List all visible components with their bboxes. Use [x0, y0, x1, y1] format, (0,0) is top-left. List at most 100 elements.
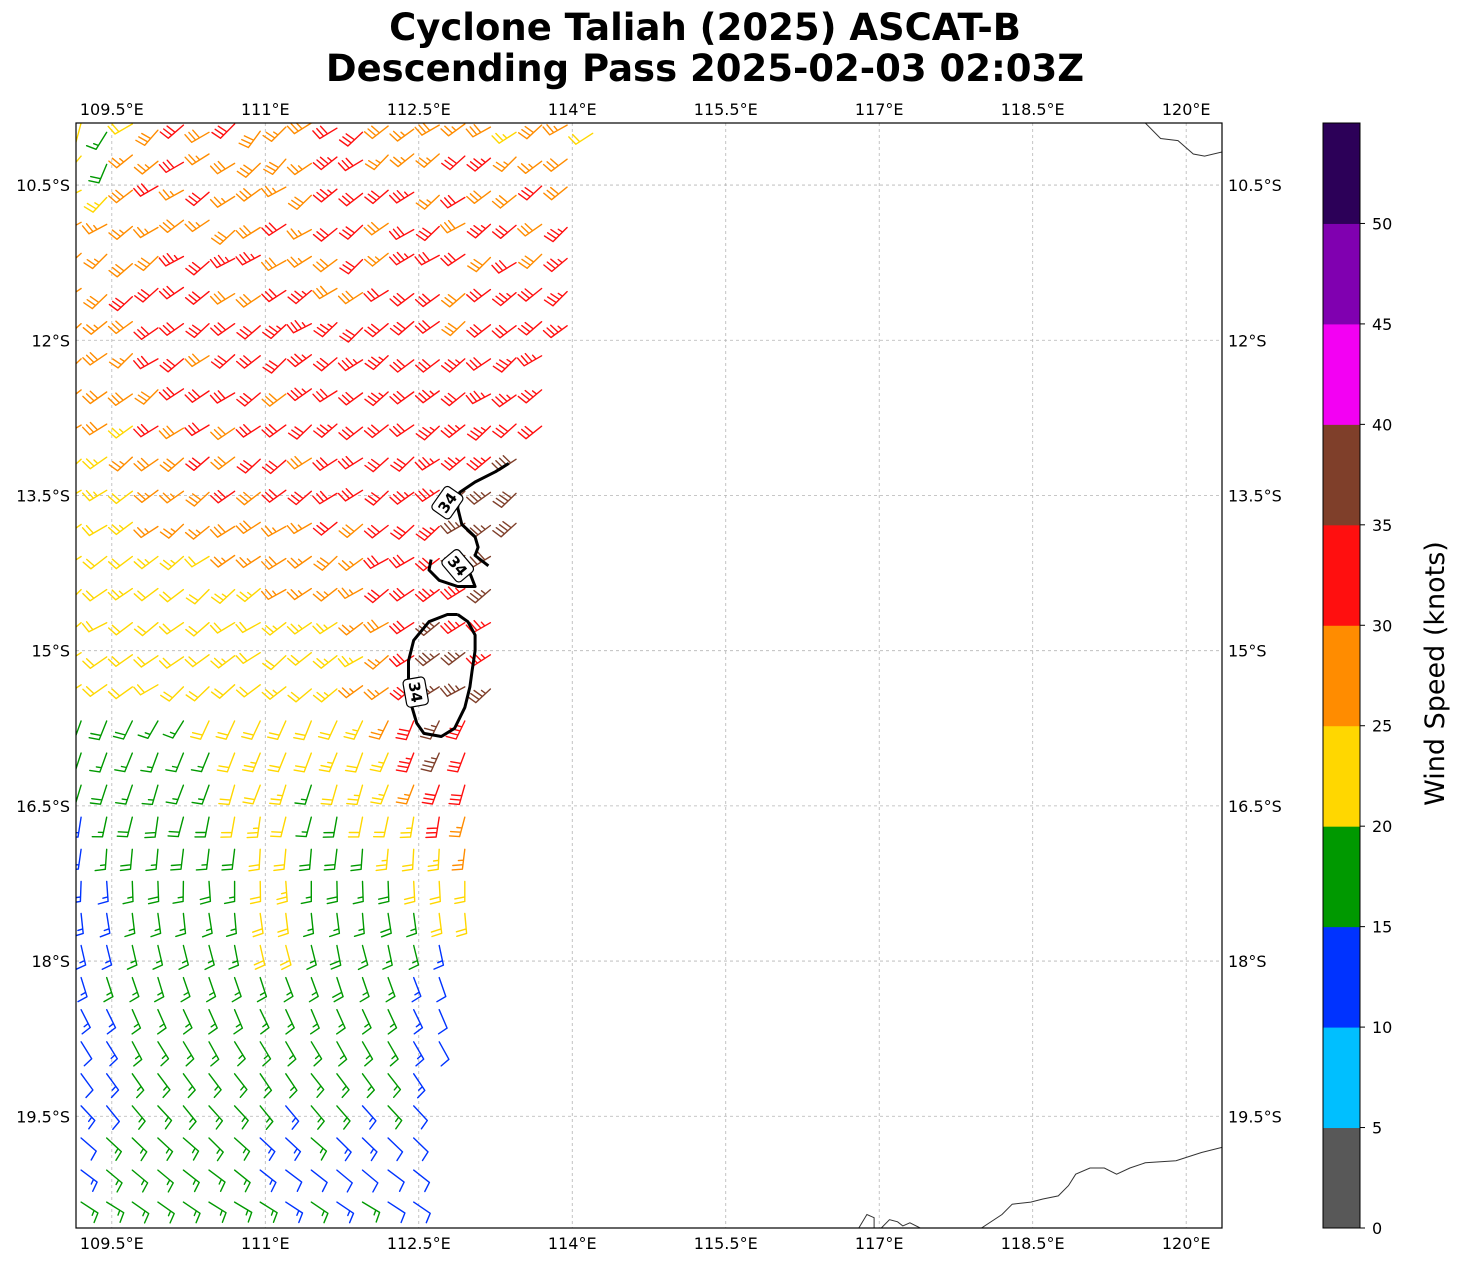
contour-line: [456, 462, 510, 567]
wind-barb: [182, 1041, 195, 1067]
x-tick-label-bottom: 117°E: [855, 1234, 904, 1253]
wind-barb: [76, 489, 82, 495]
wind-barb: [182, 1169, 200, 1193]
wind-barb: [414, 320, 440, 334]
wind-barb: [184, 290, 210, 305]
wind-barb: [184, 129, 210, 143]
colorbar-segment: [1323, 826, 1360, 928]
wind-barb: [158, 159, 185, 173]
wind-barb: [246, 816, 261, 839]
wind-barb: [236, 392, 261, 407]
wind-barb: [82, 489, 108, 502]
wind-barb: [112, 720, 133, 740]
wind-barb: [298, 848, 312, 872]
colorbar-tick-label: 10: [1372, 1018, 1392, 1037]
wind-barb: [440, 651, 466, 666]
wind-barb: [82, 352, 108, 366]
wind-barb: [310, 1137, 328, 1161]
wind-barb: [427, 848, 440, 872]
wind-barb: [414, 652, 440, 667]
wind-barb: [82, 390, 108, 405]
wind-barb: [157, 1201, 175, 1224]
wind-barb: [231, 976, 242, 1003]
wind-barb: [310, 1009, 320, 1035]
wind-barb: [235, 621, 261, 634]
wind-barb: [108, 154, 133, 169]
colorbar-segment: [1323, 223, 1360, 325]
wind-barb: [107, 320, 133, 335]
y-tick-label-left: 15°S: [31, 642, 70, 661]
wind-barb: [389, 587, 415, 602]
wind-barb: [133, 226, 159, 239]
wind-barb: [438, 1041, 450, 1067]
wind-barb: [76, 752, 82, 771]
wind-barb: [466, 190, 492, 204]
wind-barb: [542, 158, 568, 172]
wind-barb: [414, 123, 440, 136]
wind-barb: [491, 260, 517, 274]
wind-barb: [233, 1137, 251, 1161]
wind-barb: [223, 880, 236, 905]
wind-barb: [440, 219, 466, 234]
wind-barb: [158, 425, 185, 440]
wind-barb: [492, 357, 517, 373]
wind-barb: [390, 524, 415, 540]
wind-barb: [235, 520, 261, 534]
wind-barb: [81, 223, 108, 235]
wind-barb: [195, 848, 210, 871]
wind-barb: [185, 260, 210, 276]
wind-barb: [387, 1041, 399, 1067]
wind-barb: [106, 1073, 120, 1099]
wind-barb: [466, 425, 492, 441]
colorbar-segment: [1323, 123, 1360, 224]
wind-barb: [285, 1137, 302, 1161]
wind-barb: [270, 816, 287, 838]
wind-barb: [159, 555, 185, 571]
wind-barb: [466, 588, 492, 604]
wind-barb: [368, 720, 389, 740]
wind-barb: [82, 321, 108, 335]
wind-barb: [235, 424, 261, 438]
wind-barb: [364, 588, 389, 604]
wind-barb: [233, 1073, 248, 1098]
wind-barb: [357, 944, 369, 971]
wind-barb: [346, 784, 364, 806]
wind-barb: [124, 912, 136, 938]
x-tick-label-bottom: 114°E: [548, 1234, 597, 1253]
wind-barb: [182, 1009, 193, 1035]
wind-barb: [363, 687, 389, 701]
x-tick-label-top: 112.5°E: [387, 100, 451, 119]
wind-barb: [353, 912, 365, 937]
wind-barb: [158, 189, 185, 201]
wind-barb: [158, 656, 185, 669]
wind-barb: [170, 848, 185, 871]
wind-barb: [191, 784, 210, 805]
wind-barb: [338, 685, 364, 699]
wind-barb: [208, 1009, 218, 1035]
wind-barb: [133, 423, 159, 438]
wind-barb: [465, 619, 492, 634]
wind-barb: [285, 1169, 303, 1192]
wind-barb: [286, 255, 312, 268]
wind-barb: [415, 525, 440, 541]
wind-barb: [364, 457, 389, 473]
wind-barb: [273, 848, 287, 872]
wind-barb: [158, 285, 185, 300]
coastline: [858, 1213, 875, 1228]
wind-barb: [294, 784, 312, 805]
wind-barb: [259, 1009, 270, 1035]
wind-barb: [323, 848, 338, 871]
wind-barb: [81, 621, 108, 633]
wind-barb: [283, 976, 294, 1003]
wind-barb: [131, 1137, 148, 1162]
wind-barb: [263, 158, 287, 175]
wind-barb: [131, 1041, 143, 1067]
wind-barbs: [76, 123, 594, 1224]
wind-barb: [108, 225, 133, 240]
wind-barb: [441, 321, 466, 337]
wind-barb: [361, 1073, 375, 1099]
wind-barb: [425, 816, 440, 839]
wind-barb: [208, 1073, 222, 1099]
wind-barb: [106, 1041, 118, 1067]
